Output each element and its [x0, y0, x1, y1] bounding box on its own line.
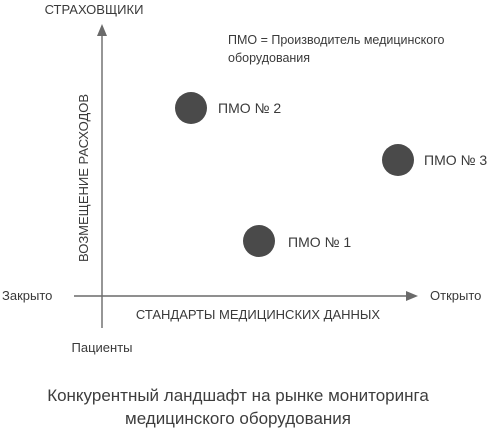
caption-line-2: медицинского оборудования	[125, 409, 351, 428]
point-pmo-1-label: ПМО № 1	[288, 234, 351, 250]
caption-line-1: Конкурентный ландшафт на рынке мониторин…	[47, 386, 429, 405]
point-pmo-1-marker	[243, 225, 275, 257]
y-axis-arrow-icon	[97, 24, 107, 36]
x-axis-arrow-icon	[406, 291, 418, 301]
x-axis-right-label: Открыто	[430, 288, 481, 303]
point-pmo-3-marker	[382, 144, 414, 176]
legend-line-1: ПМО = Производитель медицинского	[228, 33, 445, 47]
legend-line-2: оборудования	[228, 51, 310, 65]
y-axis-top-label: СТРАХОВЩИКИ	[45, 2, 144, 17]
y-axis-label: ВОЗМЕЩЕНИЕ РАСХОДОВ	[76, 94, 91, 262]
point-pmo-2-label: ПМО № 2	[218, 100, 281, 116]
x-axis-label: СТАНДАРТЫ МЕДИЦИНСКИХ ДАННЫХ	[136, 307, 380, 322]
point-pmo-2-marker	[175, 92, 207, 124]
x-axis-left-label: Закрыто	[2, 288, 52, 303]
point-pmo-3-label: ПМО № 3	[424, 152, 487, 168]
y-axis-bottom-label: Пациенты	[72, 340, 133, 355]
